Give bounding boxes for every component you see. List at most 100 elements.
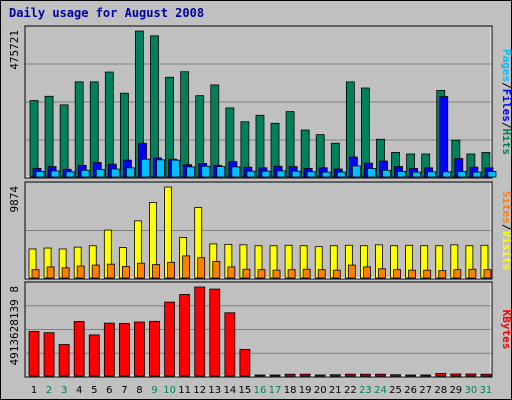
bar-kbytes-day-24 — [375, 373, 386, 377]
bar-pages-day-15 — [246, 170, 256, 178]
legend-entry: / — [500, 82, 512, 89]
x-tick-label-day-7: 7 — [121, 385, 127, 396]
bar-kbytes-day-18 — [284, 373, 296, 377]
bar-pages-day-13 — [216, 166, 226, 178]
bar-sites-day-31 — [483, 269, 492, 279]
bar-kbytes-day-4 — [73, 321, 85, 377]
bar-hits-day-11 — [180, 71, 190, 178]
bar-sites-day-28 — [438, 270, 447, 279]
x-tick-label-day-18: 18 — [284, 385, 297, 396]
bar-hits-day-3 — [59, 104, 69, 178]
bar-sites-day-16 — [257, 269, 266, 279]
bar-kbytes-day-15 — [239, 348, 251, 377]
x-tick-label-day-29: 29 — [449, 385, 462, 396]
legend-entry: Sites — [500, 191, 512, 224]
bar-pages-day-20 — [321, 171, 331, 178]
legend-entry: / — [500, 122, 512, 129]
legend-entry: Hits — [500, 129, 512, 156]
bar-pages-day-26 — [412, 171, 422, 178]
bar-sites-day-1 — [31, 269, 40, 279]
bar-kbytes-day-12 — [194, 286, 206, 377]
bar-sites-day-22 — [347, 264, 356, 279]
bar-pages-day-6 — [110, 168, 120, 178]
bar-pages-day-5 — [95, 168, 105, 178]
x-tick-label-day-5: 5 — [91, 385, 97, 396]
y-axis-max-label: 4913628139 8 — [8, 286, 21, 365]
bar-kbytes-day-5 — [88, 334, 100, 377]
bar-kbytes-day-23 — [360, 373, 371, 377]
bar-sites-day-19 — [302, 268, 311, 279]
x-tick-label-day-23: 23 — [359, 385, 372, 396]
bar-kbytes-day-25 — [390, 374, 401, 377]
x-tick-label-day-9: 9 — [151, 385, 157, 396]
bar-sites-day-26 — [408, 269, 417, 279]
x-tick-label-day-20: 20 — [314, 385, 327, 396]
bar-kbytes-day-2 — [43, 332, 55, 377]
bar-hits-day-4 — [74, 81, 84, 178]
bar-pages-day-28 — [442, 171, 452, 178]
legend-entry: KBytes — [500, 310, 512, 350]
bar-sites-day-7 — [121, 266, 130, 279]
bar-sites-day-4 — [76, 265, 85, 279]
bar-kbytes-day-11 — [179, 294, 191, 377]
bar-hits-day-13 — [210, 84, 220, 178]
x-tick-label-day-21: 21 — [329, 385, 342, 396]
bar-sites-day-25 — [393, 269, 401, 279]
x-tick-label-day-2: 2 — [46, 385, 52, 396]
bar-sites-day-20 — [317, 269, 326, 279]
bar-sites-day-12 — [197, 257, 206, 279]
x-tick-label-day-6: 6 — [106, 385, 112, 396]
bar-kbytes-day-21 — [329, 374, 341, 377]
bar-pages-day-4 — [80, 169, 90, 178]
legend-entry: / — [500, 224, 512, 231]
x-tick-label-day-28: 28 — [434, 385, 447, 396]
legend-hits-files-pages: Pages/Files/Hits — [500, 49, 512, 155]
bar-pages-day-3 — [65, 171, 75, 178]
x-tick-label-day-13: 13 — [208, 385, 221, 396]
x-tick-label-day-14: 14 — [223, 385, 236, 396]
bar-pages-day-2 — [50, 170, 60, 178]
x-tick-label-day-10: 10 — [163, 385, 176, 396]
bar-kbytes-day-10 — [164, 301, 175, 377]
x-tick-label-day-17: 17 — [269, 385, 282, 396]
bar-sites-day-18 — [287, 269, 296, 279]
bar-sites-day-14 — [227, 266, 236, 279]
bar-kbytes-day-19 — [299, 373, 311, 377]
bar-files-day-28 — [439, 96, 449, 178]
y-axis-max-label: 9874 — [8, 186, 21, 213]
bar-kbytes-day-22 — [344, 373, 356, 377]
bar-sites-day-2 — [46, 266, 55, 279]
bar-pages-day-10 — [171, 159, 180, 178]
bar-kbytes-day-26 — [405, 374, 417, 377]
x-tick-label-day-30: 30 — [465, 385, 478, 396]
bar-kbytes-day-1 — [28, 331, 40, 377]
bar-sites-day-24 — [378, 268, 386, 279]
bar-pages-day-24 — [382, 169, 391, 178]
bar-hits-day-9 — [150, 35, 159, 178]
x-tick-label-day-19: 19 — [299, 385, 312, 396]
bar-pages-day-14 — [231, 166, 241, 178]
bar-pages-day-11 — [186, 166, 196, 178]
bar-kbytes-day-20 — [314, 374, 326, 377]
bar-kbytes-day-29 — [450, 373, 462, 377]
bar-pages-day-18 — [291, 170, 301, 178]
bar-pages-day-8 — [141, 158, 150, 178]
x-tick-label-day-12: 12 — [193, 385, 206, 396]
bar-sites-day-17 — [272, 269, 281, 279]
x-tick-label-day-8: 8 — [136, 385, 142, 396]
bar-hits-day-1 — [29, 100, 39, 178]
bar-kbytes-day-9 — [149, 320, 160, 377]
x-tick-label-day-22: 22 — [344, 385, 357, 396]
bar-pages-day-1 — [35, 171, 45, 178]
bar-pages-day-31 — [487, 171, 497, 178]
bar-sites-day-11 — [182, 255, 191, 279]
bar-pages-day-12 — [201, 165, 211, 178]
bar-sites-day-30 — [468, 268, 477, 279]
bar-kbytes-day-6 — [103, 322, 115, 377]
bar-kbytes-day-27 — [420, 374, 432, 377]
x-tick-label-day-1: 1 — [31, 385, 37, 396]
bar-sites-day-8 — [137, 262, 145, 279]
bar-sites-day-29 — [453, 269, 462, 279]
x-tick-label-day-11: 11 — [178, 385, 191, 396]
